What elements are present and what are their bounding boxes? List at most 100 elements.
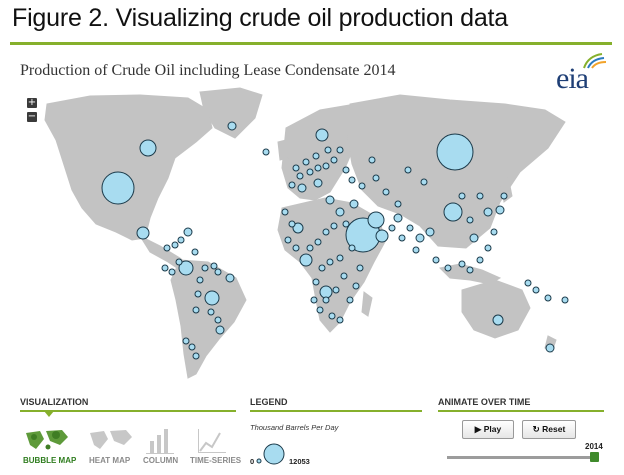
production-bubble[interactable] bbox=[332, 286, 340, 294]
production-bubble[interactable] bbox=[192, 352, 200, 360]
production-bubble[interactable] bbox=[336, 146, 344, 154]
production-bubble[interactable] bbox=[393, 213, 403, 223]
production-bubble[interactable] bbox=[330, 156, 338, 164]
production-bubble[interactable] bbox=[136, 226, 150, 240]
production-bubble[interactable] bbox=[346, 296, 354, 304]
production-bubble[interactable] bbox=[483, 207, 493, 217]
production-bubble[interactable] bbox=[325, 195, 335, 205]
production-bubble[interactable] bbox=[188, 343, 196, 351]
production-bubble[interactable] bbox=[495, 205, 505, 215]
production-bubble[interactable] bbox=[415, 233, 425, 243]
production-bubble[interactable] bbox=[281, 208, 289, 216]
production-bubble[interactable] bbox=[561, 296, 569, 304]
production-bubble[interactable] bbox=[302, 158, 310, 166]
production-bubble[interactable] bbox=[458, 260, 466, 268]
production-bubble[interactable] bbox=[214, 316, 222, 324]
production-bubble[interactable] bbox=[490, 228, 498, 236]
production-bubble[interactable] bbox=[336, 316, 344, 324]
production-bubble[interactable] bbox=[545, 343, 555, 353]
production-bubble[interactable] bbox=[292, 164, 300, 172]
production-bubble[interactable] bbox=[322, 228, 330, 236]
production-bubble[interactable] bbox=[194, 290, 202, 298]
reset-button[interactable]: ↻ Reset bbox=[522, 420, 576, 439]
production-bubble[interactable] bbox=[466, 266, 474, 274]
production-bubble[interactable] bbox=[210, 262, 218, 270]
production-bubble[interactable] bbox=[342, 220, 350, 228]
production-bubble[interactable] bbox=[382, 188, 390, 196]
production-bubble[interactable] bbox=[326, 258, 334, 266]
production-bubble[interactable] bbox=[330, 222, 338, 230]
production-bubble[interactable] bbox=[352, 282, 360, 290]
production-bubble[interactable] bbox=[227, 121, 237, 131]
production-bubble[interactable] bbox=[312, 278, 320, 286]
production-bubble[interactable] bbox=[394, 200, 402, 208]
production-bubble[interactable] bbox=[388, 224, 396, 232]
production-bubble[interactable] bbox=[340, 272, 348, 280]
production-bubble[interactable] bbox=[469, 233, 479, 243]
production-bubble[interactable] bbox=[288, 181, 296, 189]
production-bubble[interactable] bbox=[196, 276, 204, 284]
production-bubble[interactable] bbox=[349, 199, 359, 209]
production-bubble[interactable] bbox=[443, 202, 463, 222]
production-bubble[interactable] bbox=[292, 244, 300, 252]
production-bubble[interactable] bbox=[299, 253, 313, 267]
production-bubble[interactable] bbox=[375, 229, 389, 243]
production-bubble[interactable] bbox=[318, 264, 326, 272]
production-bubble[interactable] bbox=[404, 166, 412, 174]
production-bubble[interactable] bbox=[204, 290, 220, 306]
production-bubble[interactable] bbox=[436, 133, 474, 171]
production-bubble[interactable] bbox=[348, 176, 356, 184]
production-bubble[interactable] bbox=[177, 236, 185, 244]
production-bubble[interactable] bbox=[420, 178, 428, 186]
tool-heat-map[interactable] bbox=[86, 425, 136, 465]
production-bubble[interactable] bbox=[161, 264, 169, 272]
production-bubble[interactable] bbox=[328, 312, 336, 320]
tool-time-series[interactable] bbox=[192, 425, 242, 465]
production-bubble[interactable] bbox=[175, 258, 183, 266]
production-bubble[interactable] bbox=[356, 264, 364, 272]
production-bubble[interactable] bbox=[139, 139, 157, 157]
production-bubble[interactable] bbox=[296, 172, 304, 180]
tool-bubble-map[interactable] bbox=[22, 425, 72, 465]
production-bubble[interactable] bbox=[101, 171, 135, 205]
production-bubble[interactable] bbox=[476, 256, 484, 264]
production-bubble[interactable] bbox=[348, 244, 356, 252]
tool-column[interactable] bbox=[142, 425, 192, 465]
production-bubble[interactable] bbox=[316, 306, 324, 314]
production-bubble[interactable] bbox=[544, 294, 552, 302]
production-bubble[interactable] bbox=[500, 192, 508, 200]
production-bubble[interactable] bbox=[306, 244, 314, 252]
production-bubble[interactable] bbox=[458, 192, 466, 200]
zoom-out-button[interactable]: − bbox=[27, 111, 37, 122]
production-bubble[interactable] bbox=[313, 178, 323, 188]
production-bubble[interactable] bbox=[183, 227, 193, 237]
production-bubble[interactable] bbox=[214, 268, 222, 276]
production-bubble[interactable] bbox=[306, 168, 314, 176]
production-bubble[interactable] bbox=[322, 296, 330, 304]
production-bubble[interactable] bbox=[476, 192, 484, 200]
production-bubble[interactable] bbox=[324, 146, 332, 154]
production-bubble[interactable] bbox=[532, 286, 540, 294]
production-bubble[interactable] bbox=[492, 314, 504, 326]
production-bubble[interactable] bbox=[292, 222, 304, 234]
production-bubble[interactable] bbox=[288, 220, 296, 228]
production-bubble[interactable] bbox=[314, 238, 322, 246]
production-bubble[interactable] bbox=[319, 285, 333, 299]
production-bubble[interactable] bbox=[358, 182, 366, 190]
production-bubble[interactable] bbox=[182, 337, 190, 345]
production-bubble[interactable] bbox=[201, 264, 209, 272]
production-bubble[interactable] bbox=[484, 244, 492, 252]
production-bubble[interactable] bbox=[171, 241, 179, 249]
play-button[interactable]: ▶ Play bbox=[462, 420, 514, 439]
production-bubble[interactable] bbox=[284, 236, 292, 244]
production-bubble[interactable] bbox=[207, 308, 215, 316]
production-bubble[interactable] bbox=[372, 174, 380, 182]
production-bubble[interactable] bbox=[444, 264, 452, 272]
production-bubble[interactable] bbox=[312, 152, 320, 160]
production-bubble[interactable] bbox=[163, 244, 171, 252]
production-bubble[interactable] bbox=[315, 128, 329, 142]
production-bubble[interactable] bbox=[178, 260, 194, 276]
production-bubble[interactable] bbox=[314, 164, 322, 172]
production-bubble[interactable] bbox=[168, 268, 176, 276]
production-bubble[interactable] bbox=[412, 246, 420, 254]
